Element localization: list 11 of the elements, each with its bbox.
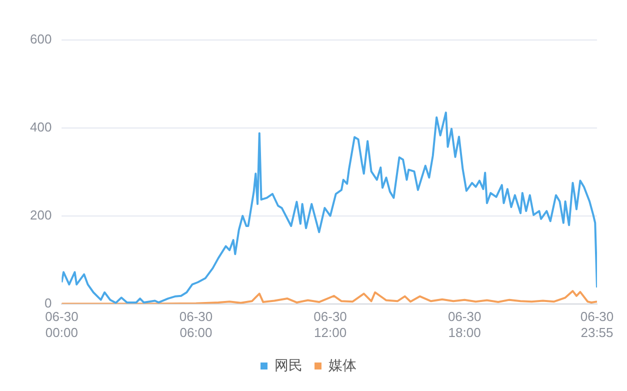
y-tick-label: 200 bbox=[30, 207, 52, 222]
y-tick-label: 400 bbox=[30, 120, 52, 135]
x-tick-label: 06-30 00:00 bbox=[45, 309, 78, 340]
x-tick-label: 06-30 06:00 bbox=[179, 309, 213, 340]
y-tick-label: 0 bbox=[44, 295, 52, 310]
y-tick-label: 600 bbox=[30, 32, 52, 47]
x-tick-label: 06-30 23:55 bbox=[580, 309, 614, 340]
legend-label: 网民 bbox=[274, 356, 302, 373]
x-tick-label: 06-30 12:00 bbox=[314, 309, 347, 340]
legend-label: 媒体 bbox=[328, 356, 356, 373]
x-tick-label: 06-30 18:00 bbox=[448, 309, 482, 340]
